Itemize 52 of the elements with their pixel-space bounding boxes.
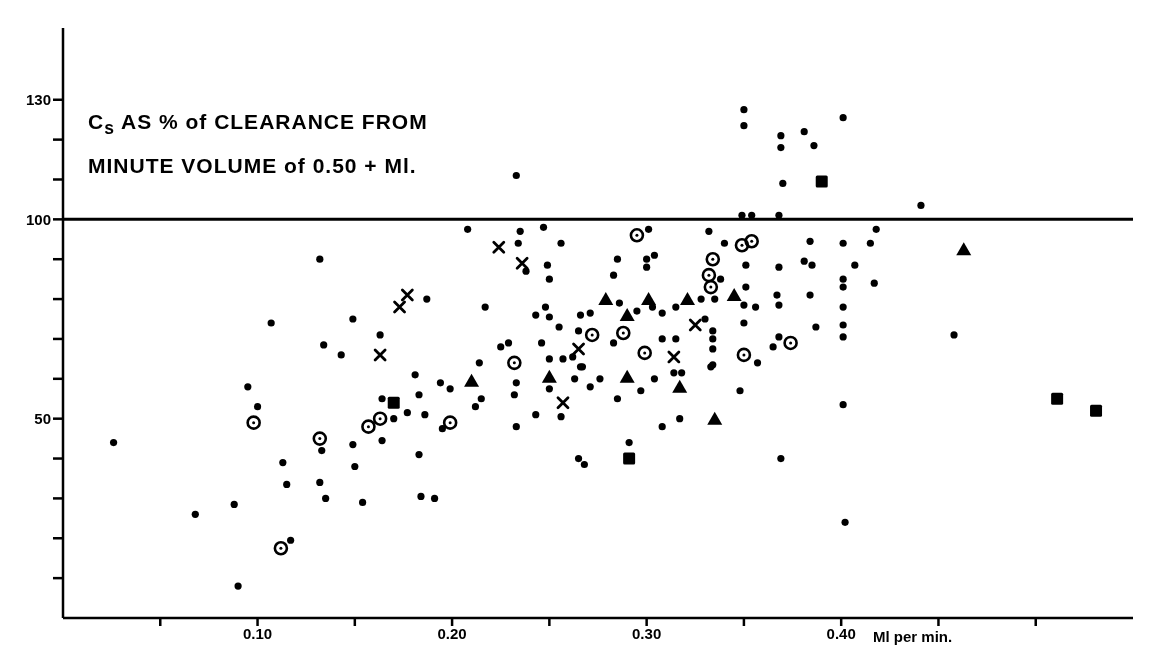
point: [641, 292, 657, 306]
point: [815, 175, 828, 188]
point: [400, 288, 414, 302]
point: [619, 308, 635, 322]
x-tick-label: 0.10: [242, 624, 273, 642]
point: [707, 411, 723, 425]
point: [1051, 392, 1064, 405]
point: [598, 292, 614, 306]
y-tick-label: 50: [34, 410, 51, 427]
point: [584, 327, 600, 343]
point: [679, 292, 695, 306]
point: [373, 348, 387, 362]
x-tick-label: 0.40: [826, 624, 856, 642]
point: [734, 237, 750, 253]
y-tick-label: 130: [25, 91, 51, 109]
point: [956, 242, 972, 256]
point: [361, 419, 376, 434]
point: [1090, 404, 1103, 417]
point: [703, 279, 719, 295]
point: [556, 396, 570, 410]
point: [507, 355, 522, 371]
point: [726, 288, 742, 302]
point: [629, 228, 645, 243]
point: [515, 256, 529, 270]
point: [637, 345, 652, 361]
point: [372, 411, 388, 426]
point: [387, 396, 400, 409]
point: [464, 373, 480, 387]
point: [273, 540, 289, 556]
point: [623, 452, 636, 465]
text: C$_{s}$ AS % of CLEARANCE FROM MINUTE VOLUME of 0.50 + Ml.: [88, 109, 429, 180]
x-tick-label: 0.30: [632, 624, 662, 642]
point: [667, 350, 681, 364]
x-tick-label: 0.20: [437, 624, 467, 642]
point: [246, 415, 261, 430]
point: [619, 369, 635, 383]
x-axis-title: Ml per min.: [873, 628, 953, 645]
point: [541, 369, 557, 383]
point: [736, 347, 752, 363]
point: [744, 233, 759, 249]
y-tick-label: 100: [25, 210, 51, 228]
point: [393, 300, 406, 314]
point: [672, 379, 688, 393]
point: [701, 267, 717, 283]
point: [705, 251, 721, 267]
point: [615, 325, 631, 341]
point: [783, 335, 798, 351]
point: [442, 415, 458, 430]
point: [572, 342, 585, 356]
point: [312, 431, 328, 446]
point: [688, 318, 702, 332]
point: [492, 240, 506, 254]
